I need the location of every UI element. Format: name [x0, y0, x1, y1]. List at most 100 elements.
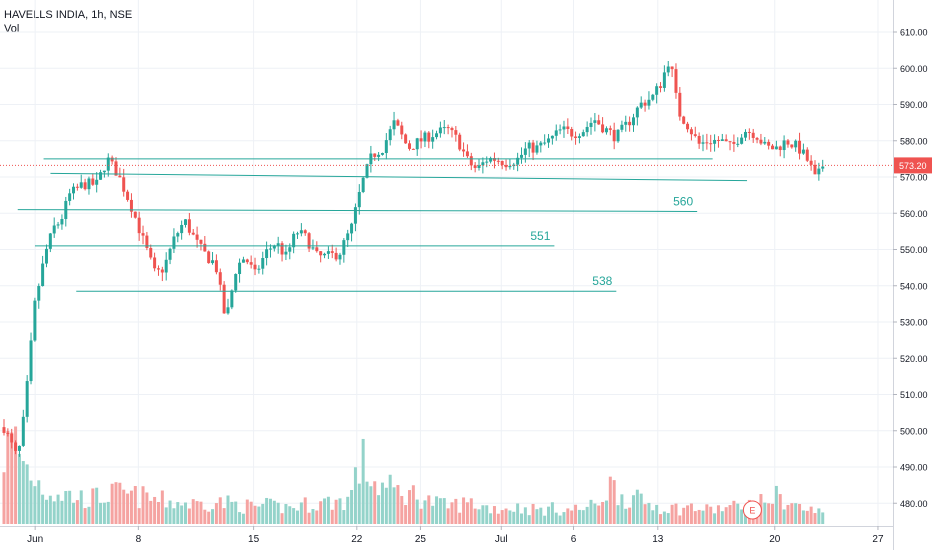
- price-tick-label: 550.00: [900, 245, 928, 255]
- candle-body: [716, 139, 720, 141]
- volume-bar: [512, 511, 516, 524]
- candle-body: [164, 259, 168, 273]
- candle-body: [168, 248, 172, 260]
- candle-body: [52, 225, 56, 234]
- candle-body: [720, 139, 724, 141]
- volume-bar: [411, 485, 415, 524]
- volume-bar: [767, 503, 771, 524]
- candle-body: [377, 154, 381, 157]
- volume-bar: [346, 496, 350, 524]
- volume-bar: [276, 502, 280, 524]
- volume-bar: [311, 509, 315, 524]
- candle-body: [114, 161, 118, 176]
- volume-bar: [307, 512, 311, 524]
- candle-body: [384, 140, 388, 154]
- candle-body: [751, 132, 755, 138]
- candle-body: [562, 126, 566, 130]
- volume-bar: [218, 497, 222, 524]
- volume-bar: [639, 493, 643, 524]
- volume-bar: [821, 512, 825, 524]
- volume-bar: [172, 508, 176, 524]
- volume-bar: [438, 498, 442, 524]
- volume-bar: [577, 509, 581, 524]
- candle-body: [759, 139, 763, 144]
- candle-body: [554, 130, 558, 136]
- volume-bar: [207, 511, 211, 524]
- volume-bar: [168, 500, 172, 524]
- volume-bar: [272, 500, 276, 524]
- volume-bar: [245, 499, 249, 524]
- candle-body: [249, 262, 253, 265]
- price-tick-label: 580.00: [900, 136, 928, 146]
- volume-bar: [288, 506, 292, 524]
- level-line-label: 538: [592, 274, 612, 288]
- volume-bar: [292, 508, 296, 524]
- candle-body: [705, 142, 709, 144]
- candle-body: [191, 232, 195, 235]
- candle-body: [373, 153, 377, 157]
- volume-bar: [187, 508, 191, 524]
- volume-bar: [693, 511, 697, 524]
- support-resistance-lines[interactable]: 560 551 538: [0, 158, 893, 292]
- candle-body: [801, 149, 805, 154]
- candle-body: [87, 178, 91, 190]
- candle-body: [388, 129, 392, 141]
- candle-body: [771, 145, 775, 150]
- candle-body: [651, 94, 655, 100]
- volume-bar: [102, 502, 106, 524]
- volume-bar: [431, 505, 435, 524]
- volume-bar: [373, 481, 377, 524]
- candle-body: [380, 153, 384, 155]
- candle-body: [180, 224, 184, 234]
- volume-bar: [489, 513, 493, 524]
- candle-body: [577, 136, 581, 138]
- volume-bar: [17, 453, 21, 524]
- volume-bar: [697, 509, 701, 524]
- candle-body: [774, 146, 778, 150]
- candle-body: [307, 233, 311, 249]
- volume-bar: [87, 506, 91, 524]
- time-axis[interactable]: Jun 8 15 22 25 Jul 6 13 20 27 E: [0, 500, 893, 550]
- candle-body: [37, 286, 41, 301]
- candle-body: [218, 272, 222, 285]
- volume-bar: [257, 506, 261, 524]
- volume-bar: [701, 510, 705, 524]
- volume-bar: [659, 514, 663, 524]
- earnings-event-icon: [742, 500, 762, 520]
- candle-body: [44, 248, 48, 264]
- candle-body: [570, 129, 574, 137]
- volume-bar: [6, 431, 10, 524]
- level-line: [17, 209, 698, 212]
- candle-body: [539, 142, 543, 146]
- candle-body: [102, 170, 106, 173]
- volume-bar: [662, 511, 666, 524]
- candle-body: [535, 145, 539, 153]
- candle-body: [566, 126, 570, 130]
- volume-bar: [585, 506, 589, 524]
- volume-bar: [771, 503, 775, 524]
- volume-bar: [624, 508, 628, 524]
- candle-body: [95, 179, 99, 185]
- volume-bar: [145, 492, 149, 524]
- volume-bar: [481, 505, 485, 524]
- last-price-tag: [894, 157, 932, 174]
- volume-bar: [651, 510, 655, 524]
- volume-bar: [709, 506, 713, 524]
- candle-body: [767, 141, 771, 146]
- candle-body: [238, 262, 242, 275]
- time-tick-label: 22: [351, 534, 363, 545]
- volume-bar: [195, 501, 199, 524]
- volume-bar: [647, 502, 651, 524]
- time-tick-label: Jun: [27, 534, 43, 545]
- candle-body: [492, 158, 496, 161]
- volume-bar: [801, 510, 805, 524]
- volume-bar: [334, 499, 338, 524]
- volume-bar: [350, 490, 354, 524]
- candle-body: [14, 442, 18, 451]
- candle-body: [477, 165, 481, 168]
- price-axis[interactable]: 620.00 610.00 600.00 590.00 580.00 570.00 560.…: [893, 0, 932, 550]
- candle-body: [211, 260, 215, 264]
- candle-body: [481, 162, 485, 166]
- volume-bar: [635, 489, 639, 524]
